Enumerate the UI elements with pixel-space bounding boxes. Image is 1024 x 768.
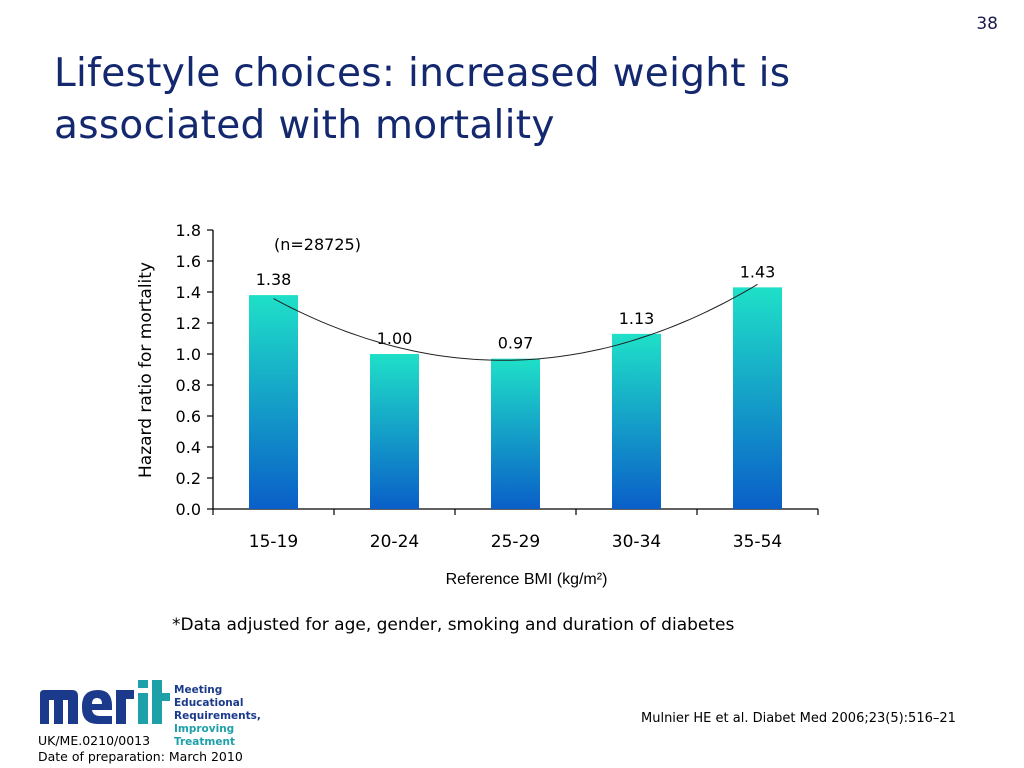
y-tick-label: 0.6 (176, 407, 201, 426)
y-tick-label: 1.8 (176, 221, 201, 240)
data-label: 1.38 (256, 270, 292, 289)
y-axis-label: Hazard ratio for mortality (136, 262, 156, 478)
data-label: 1.13 (619, 309, 655, 328)
bar (370, 354, 419, 509)
x-axis-label: Reference BMI (kg/m²) (446, 571, 608, 588)
y-tick-label: 0.8 (176, 376, 201, 395)
y-tick-label: 0.4 (176, 438, 201, 457)
merit-logo: Meeting Educational Requirements, Improv… (38, 668, 288, 748)
y-tick-label: 1.4 (176, 283, 201, 302)
x-tick-label: 30-34 (612, 532, 661, 552)
y-tick-label: 1.2 (176, 314, 201, 333)
x-tick-label: 35-54 (733, 532, 782, 552)
y-tick-label: 0.0 (176, 500, 201, 519)
document-code-line: UK/ME.0210/0013 (38, 733, 151, 748)
merit-logo-tagline: Meeting Educational Requirements, Improv… (174, 684, 261, 748)
data-label: 0.97 (498, 334, 534, 353)
sample-size-annotation: (n=28725) (274, 235, 361, 254)
y-tick-label: 1.6 (176, 252, 201, 271)
y-tick-label: 0.2 (176, 469, 201, 488)
x-tick-label: 15-19 (249, 532, 298, 552)
page-title: Lifestyle choices: increased weight is a… (54, 51, 791, 148)
bar (733, 287, 782, 509)
document-code: UK/ME.0210/0013 Date of preparation: Mar… (38, 733, 243, 765)
data-label: 1.43 (740, 262, 776, 281)
merit-logo-wordmark (40, 680, 170, 724)
footnote: *Data adjusted for age, gender, smoking … (172, 615, 735, 635)
bar (249, 295, 298, 509)
trendline (273, 283, 758, 361)
slide-number: 38 (976, 14, 998, 34)
citation: Mulnier HE et al. Diabet Med 2006;23(5):… (641, 711, 956, 726)
preparation-date: Date of preparation: March 2010 (38, 749, 243, 764)
bar (612, 333, 661, 509)
bar (491, 358, 540, 509)
x-tick-label: 20-24 (370, 532, 419, 552)
data-label: 1.00 (377, 329, 413, 348)
y-tick-label: 1.0 (176, 345, 201, 364)
x-tick-label: 25-29 (491, 532, 540, 552)
